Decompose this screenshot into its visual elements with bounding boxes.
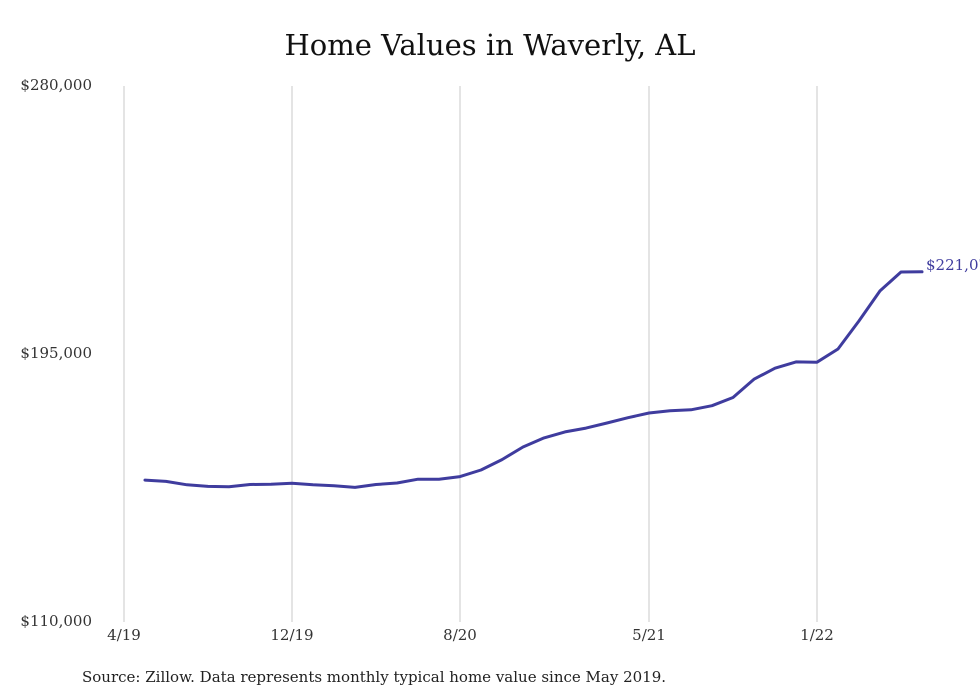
x-tick-label: 5/21 [632,626,666,644]
y-axis-ticks: $110,000 $195,000 $280,000 [20,76,92,630]
chart-title: Home Values in Waverly, AL [284,28,696,62]
x-axis-ticks: 4/19 12/19 8/20 5/21 1/22 [107,626,834,644]
end-value-label: $221,072 [926,256,980,274]
series-line [143,270,924,489]
x-tick-label: 12/19 [270,626,313,644]
x-tick-label: 1/22 [800,626,834,644]
x-tick-label: 8/20 [443,626,477,644]
x-tick-label: 4/19 [107,626,141,644]
y-tick-label: $195,000 [20,344,92,362]
series-layer [143,270,924,489]
y-tick-label: $110,000 [20,612,92,630]
source-note: Source: Zillow. Data represents monthly … [82,668,667,686]
y-tick-label: $280,000 [20,76,92,94]
gridlines [123,86,818,622]
data-labels: $221,072 [926,256,980,274]
line-chart: $110,000 $195,000 $280,000 4/19 12/19 8/20 5/… [20,76,980,644]
